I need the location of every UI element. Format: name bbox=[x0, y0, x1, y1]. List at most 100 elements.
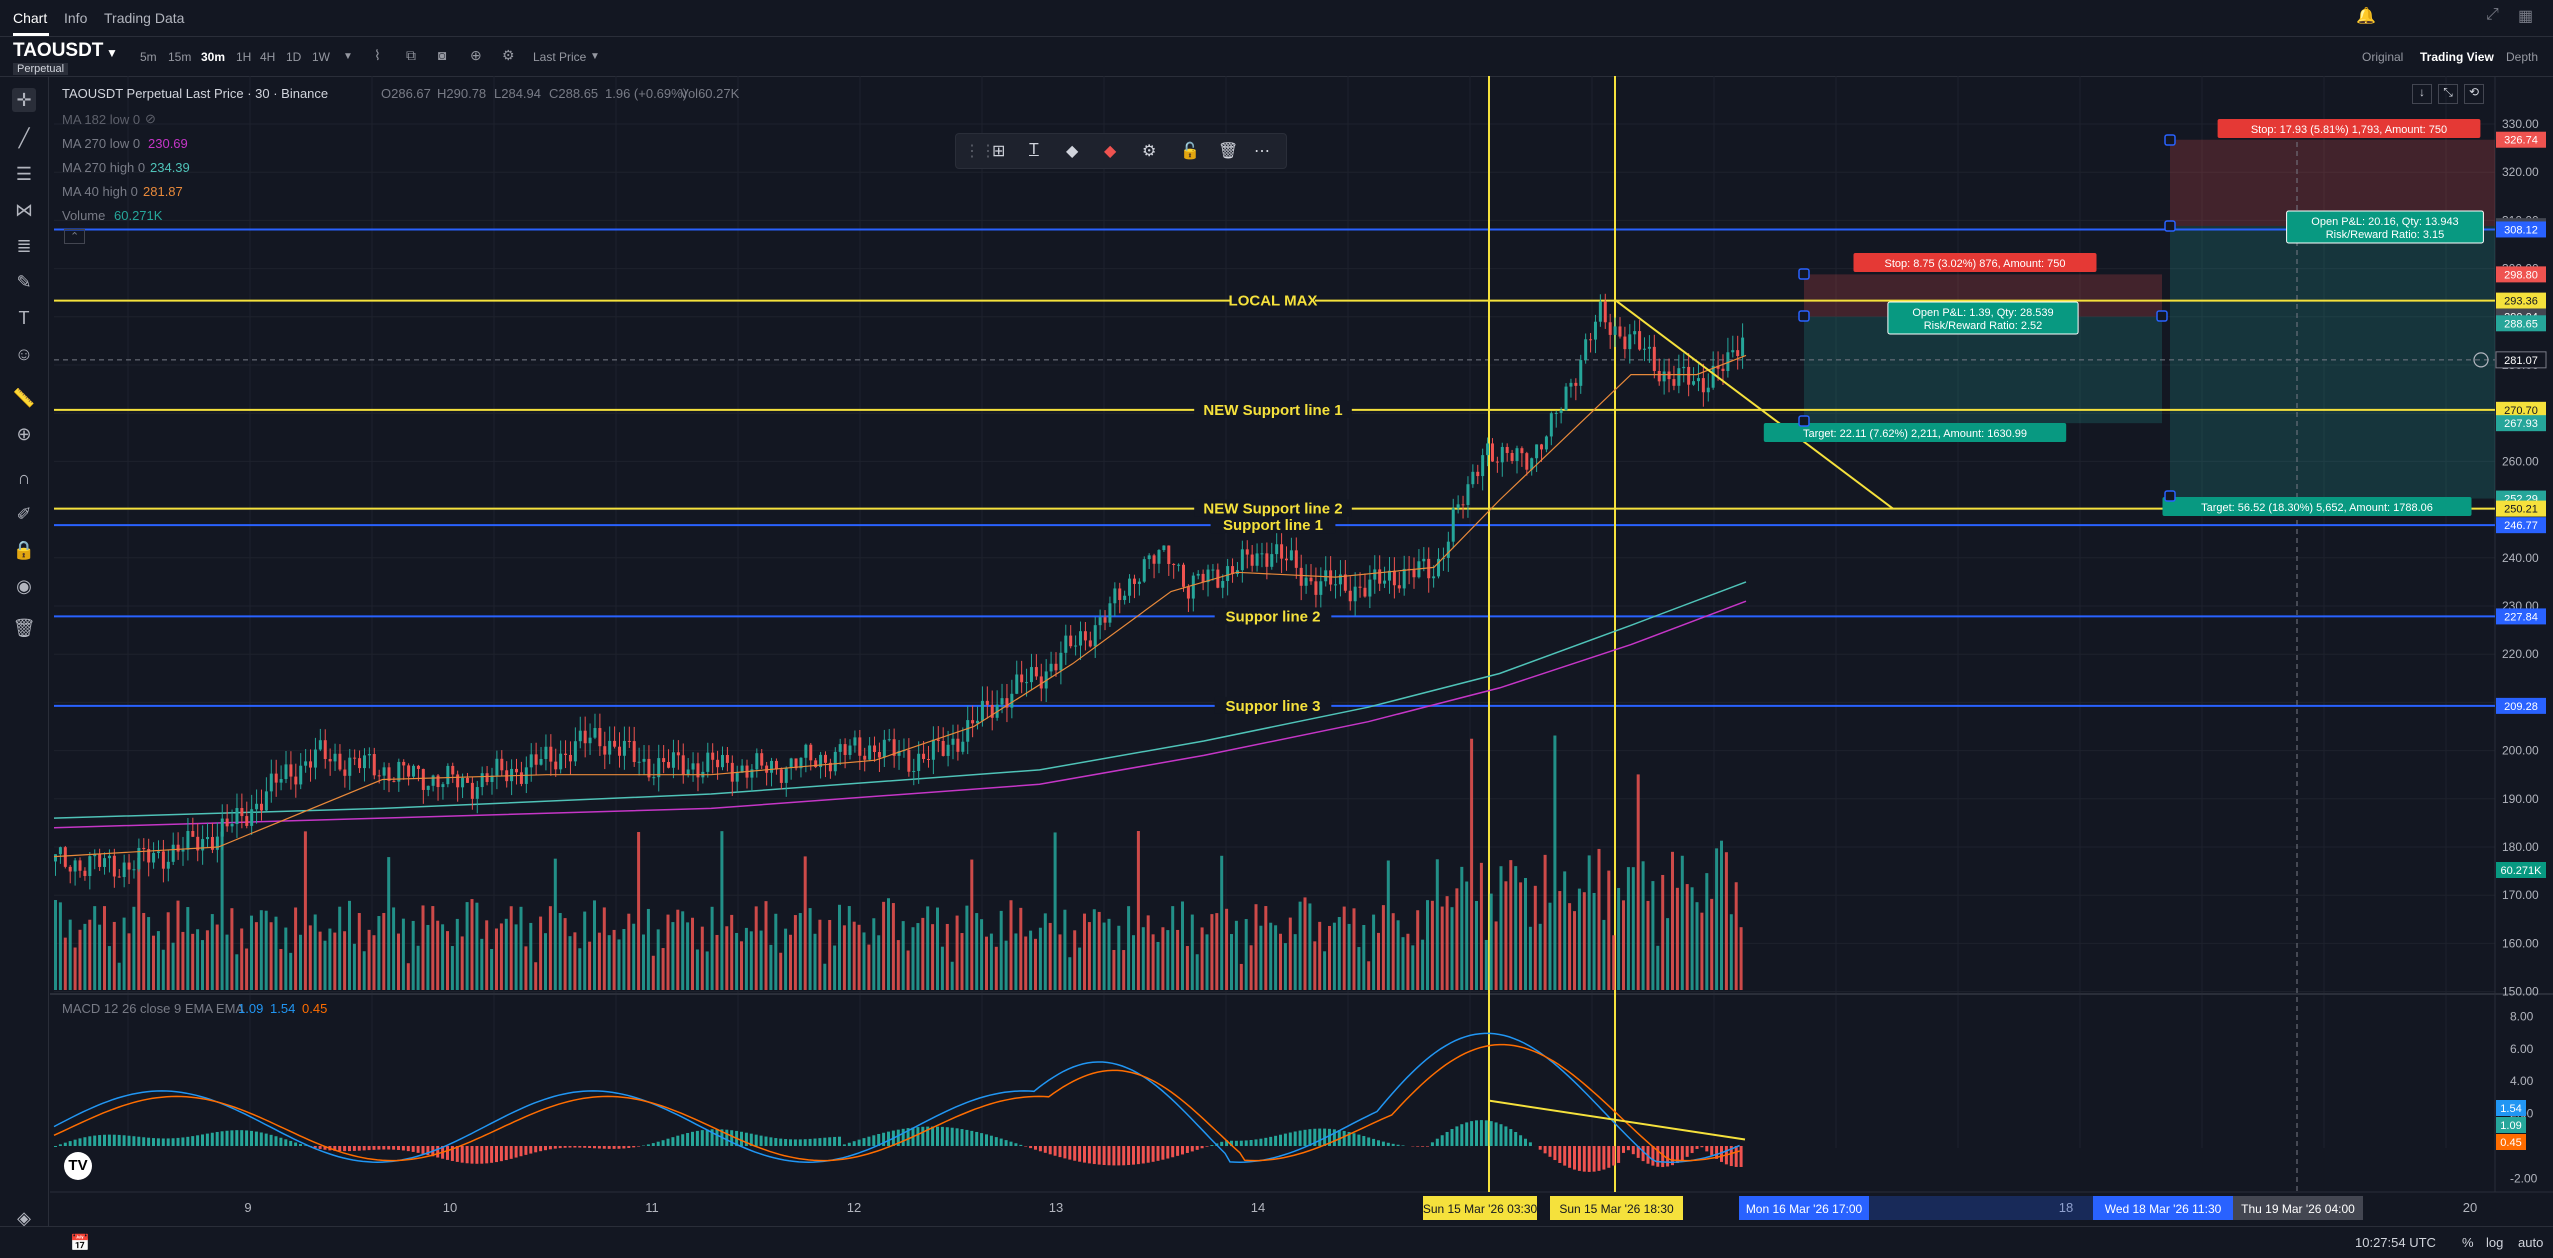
macd-histogram-bar bbox=[1460, 1124, 1463, 1146]
indicators-icon[interactable]: ⧉ bbox=[406, 47, 416, 64]
magnet-icon[interactable]: ∩ bbox=[12, 466, 36, 490]
percent-toggle[interactable]: % bbox=[2462, 1235, 2474, 1250]
line-color-icon[interactable]: ◆ bbox=[1104, 141, 1116, 161]
trendline-icon[interactable]: ╱ bbox=[12, 126, 36, 150]
template-icon[interactable]: ⊞ bbox=[992, 141, 1005, 161]
ma270high-legend: MA 270 high 0 bbox=[62, 160, 145, 175]
expand-icon[interactable]: ⤢ bbox=[2486, 6, 2499, 24]
timeframe-dropdown-icon[interactable]: ▼ bbox=[343, 51, 353, 62]
log-toggle[interactable]: log bbox=[2486, 1235, 2503, 1250]
volume-bar bbox=[1446, 896, 1449, 990]
trash-icon[interactable]: 🗑 bbox=[12, 616, 36, 640]
bell-icon[interactable]: 🔔 bbox=[2356, 6, 2376, 26]
lock-icon[interactable]: 🔒 bbox=[12, 538, 36, 562]
ruler-icon[interactable]: 📏 bbox=[12, 386, 36, 410]
volume-bar bbox=[1299, 902, 1302, 990]
reset-icon[interactable]: ⟲ bbox=[2464, 84, 2484, 104]
timeframe-4h[interactable]: 4H bbox=[260, 50, 275, 64]
macd-histogram-bar bbox=[863, 1138, 866, 1146]
add-icon[interactable]: ⊕ bbox=[470, 47, 482, 64]
chart-type-icon[interactable]: ⌇ bbox=[374, 47, 381, 64]
candle-body bbox=[1668, 371, 1671, 379]
view-depth[interactable]: Depth bbox=[2506, 50, 2538, 64]
timeframe-1h[interactable]: 1H bbox=[236, 50, 251, 64]
crosshair-icon[interactable]: ✛ bbox=[12, 88, 36, 112]
volume-bar bbox=[123, 918, 126, 990]
eye-icon[interactable]: ◉ bbox=[12, 574, 36, 598]
grid-icon[interactable]: ▦ bbox=[2518, 6, 2533, 26]
macd-histogram-bar bbox=[970, 1131, 973, 1146]
volume-bar bbox=[858, 925, 861, 990]
timeframe-15m[interactable]: 15m bbox=[168, 50, 191, 64]
volume-bar bbox=[1333, 923, 1336, 990]
camera-icon[interactable]: ◙ bbox=[438, 47, 446, 63]
calendar-icon[interactable]: 📅 bbox=[70, 1233, 90, 1253]
volume-bar bbox=[1348, 924, 1351, 990]
price-source-select[interactable]: Last Price bbox=[533, 50, 586, 64]
horizontal-lines-icon[interactable]: ☰ bbox=[12, 162, 36, 186]
fullscreen-icon[interactable]: ⤡ bbox=[2438, 84, 2458, 104]
fill-color-icon[interactable]: ◆ bbox=[1066, 141, 1078, 161]
tab-info[interactable]: Info bbox=[64, 10, 87, 26]
chevron-down-icon[interactable]: ▼ bbox=[106, 46, 118, 60]
volume-bar bbox=[833, 946, 836, 990]
volume-bar bbox=[1735, 882, 1738, 990]
macd-histogram-bar bbox=[1142, 1146, 1145, 1163]
candle-body bbox=[1663, 371, 1666, 381]
candle-body bbox=[1623, 337, 1626, 350]
zoom-icon[interactable]: ⊕ bbox=[12, 422, 36, 446]
symbol-name[interactable]: TAOUSDT bbox=[13, 40, 103, 62]
delete-drawing-icon[interactable]: 🗑 bbox=[1218, 141, 1238, 161]
view-trading-view[interactable]: Trading View bbox=[2420, 50, 2494, 64]
ohlc-change: 1.96 (+0.69%) bbox=[605, 86, 687, 101]
macd-histogram-bar bbox=[1171, 1146, 1174, 1157]
volume-bar bbox=[1421, 940, 1424, 990]
volume-bar bbox=[706, 951, 709, 990]
volume-bar bbox=[1495, 921, 1498, 990]
timeframe-1w[interactable]: 1W bbox=[312, 50, 330, 64]
volume-bar bbox=[1553, 736, 1556, 990]
volume-bar bbox=[789, 935, 792, 990]
text-tool-icon[interactable]: T bbox=[12, 306, 36, 330]
volume-bar bbox=[720, 831, 723, 990]
auto-toggle[interactable]: auto bbox=[2518, 1235, 2543, 1250]
text-format-icon[interactable]: T bbox=[1029, 141, 1039, 159]
lock-drawing-small-icon[interactable]: 🔓 bbox=[1180, 141, 1200, 161]
timeframe-30m[interactable]: 30m bbox=[201, 50, 225, 64]
tab-trading-data[interactable]: Trading Data bbox=[104, 10, 184, 26]
macd-histogram-bar bbox=[549, 1146, 552, 1149]
settings-gear-icon[interactable]: ⚙ bbox=[1142, 141, 1156, 161]
emoji-icon[interactable]: ☺ bbox=[12, 342, 36, 366]
tab-chart[interactable]: Chart bbox=[13, 10, 47, 26]
volume-bar bbox=[348, 901, 351, 990]
price-source-chevron-icon[interactable]: ▼ bbox=[590, 51, 600, 62]
macd-histogram-bar bbox=[358, 1146, 361, 1151]
macd-histogram-bar bbox=[515, 1146, 518, 1158]
settings-icon[interactable]: ⚙ bbox=[502, 47, 515, 64]
volume-bar bbox=[177, 901, 180, 990]
candle-body bbox=[1555, 413, 1558, 414]
timeframe-1d[interactable]: 1D bbox=[286, 50, 301, 64]
more-options-icon[interactable]: ⋯ bbox=[1254, 141, 1270, 161]
view-original[interactable]: Original bbox=[2362, 50, 2403, 64]
macd-histogram-bar bbox=[348, 1146, 351, 1151]
candle-body bbox=[554, 762, 557, 770]
scroll-down-icon[interactable]: ↓ bbox=[2412, 84, 2432, 104]
utc-clock[interactable]: 10:27:54 UTC bbox=[2355, 1235, 2436, 1250]
macd-histogram-bar bbox=[539, 1146, 542, 1151]
eye-off-icon[interactable]: ⊘ bbox=[145, 111, 156, 127]
timeframe-5m[interactable]: 5m bbox=[140, 50, 157, 64]
macd-histogram-bar bbox=[823, 1138, 826, 1146]
pattern-icon[interactable]: ⋈ bbox=[12, 198, 36, 222]
lock-drawing-icon[interactable]: ✐ bbox=[12, 502, 36, 526]
volume-bar bbox=[260, 910, 263, 990]
brush-icon[interactable]: ✎ bbox=[12, 270, 36, 294]
volume-bar bbox=[363, 951, 366, 990]
price-chart[interactable]: 330.00320.00310.00300.00290.00280.00270.… bbox=[50, 76, 2553, 1226]
volume-bar bbox=[1563, 871, 1566, 990]
candle-body bbox=[775, 761, 778, 769]
collapse-legend-icon[interactable]: ⌃ bbox=[64, 229, 85, 244]
volume-bar bbox=[887, 898, 890, 990]
fib-icon[interactable]: ≣ bbox=[12, 234, 36, 258]
candle-body bbox=[603, 746, 606, 754]
